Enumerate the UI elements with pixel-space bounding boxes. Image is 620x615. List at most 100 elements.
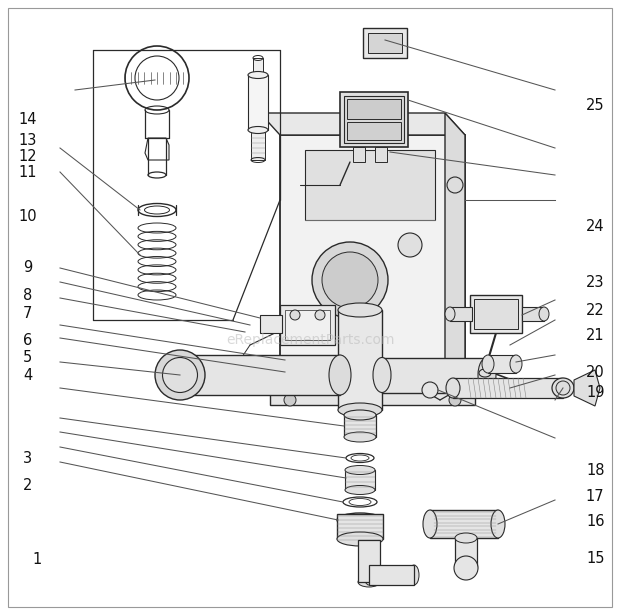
Text: 25: 25 bbox=[586, 98, 604, 113]
Text: 10: 10 bbox=[19, 209, 37, 224]
Bar bbox=[251, 130, 265, 160]
Ellipse shape bbox=[491, 510, 505, 538]
Text: 16: 16 bbox=[586, 514, 604, 529]
Bar bbox=[369, 565, 414, 585]
Bar bbox=[488, 355, 516, 373]
Ellipse shape bbox=[345, 466, 375, 475]
Ellipse shape bbox=[373, 357, 391, 392]
Ellipse shape bbox=[423, 510, 437, 538]
Bar bbox=[345, 470, 375, 490]
Ellipse shape bbox=[455, 563, 477, 573]
Bar bbox=[280, 135, 465, 385]
Circle shape bbox=[322, 252, 378, 308]
Bar bbox=[180, 355, 340, 395]
Bar bbox=[363, 28, 407, 58]
Text: 7: 7 bbox=[23, 306, 33, 321]
Bar bbox=[470, 295, 522, 333]
Bar bbox=[455, 538, 477, 568]
Ellipse shape bbox=[482, 355, 494, 373]
Ellipse shape bbox=[169, 355, 191, 395]
Bar bbox=[344, 415, 376, 437]
Bar bbox=[337, 514, 383, 539]
Ellipse shape bbox=[409, 565, 419, 585]
Ellipse shape bbox=[445, 307, 455, 321]
Text: 23: 23 bbox=[586, 276, 604, 290]
Ellipse shape bbox=[479, 369, 491, 377]
Text: 20: 20 bbox=[586, 365, 604, 379]
Bar bbox=[450, 307, 472, 321]
Circle shape bbox=[312, 242, 388, 318]
Text: 6: 6 bbox=[24, 333, 32, 348]
Bar bbox=[280, 305, 335, 345]
Bar bbox=[368, 33, 402, 53]
Ellipse shape bbox=[510, 355, 522, 373]
Ellipse shape bbox=[248, 71, 268, 79]
Text: 22: 22 bbox=[586, 303, 604, 318]
Bar bbox=[375, 147, 387, 162]
Bar bbox=[353, 147, 365, 162]
Bar bbox=[430, 510, 498, 538]
Bar bbox=[338, 310, 382, 410]
Circle shape bbox=[290, 310, 300, 320]
Ellipse shape bbox=[162, 357, 198, 392]
Text: 8: 8 bbox=[24, 288, 32, 303]
Bar bbox=[270, 375, 475, 405]
Ellipse shape bbox=[344, 410, 376, 420]
Bar bbox=[382, 358, 487, 393]
Circle shape bbox=[398, 233, 422, 257]
Text: 1: 1 bbox=[33, 552, 42, 567]
Circle shape bbox=[449, 394, 461, 406]
Text: 4: 4 bbox=[24, 368, 32, 383]
Bar bbox=[253, 58, 263, 75]
Polygon shape bbox=[445, 113, 465, 385]
Text: 18: 18 bbox=[586, 463, 604, 478]
Bar bbox=[344, 96, 404, 143]
Bar bbox=[347, 99, 401, 119]
Ellipse shape bbox=[556, 381, 570, 395]
Bar bbox=[248, 75, 268, 130]
Bar bbox=[305, 150, 435, 220]
Ellipse shape bbox=[455, 533, 477, 543]
Polygon shape bbox=[574, 370, 600, 406]
Ellipse shape bbox=[358, 577, 380, 587]
Text: 19: 19 bbox=[586, 385, 604, 400]
Circle shape bbox=[284, 394, 296, 406]
Ellipse shape bbox=[337, 532, 383, 546]
Ellipse shape bbox=[337, 513, 383, 527]
Text: 12: 12 bbox=[19, 149, 37, 164]
Ellipse shape bbox=[539, 307, 549, 321]
Bar bbox=[260, 315, 282, 333]
Polygon shape bbox=[260, 113, 465, 135]
Text: 9: 9 bbox=[24, 260, 32, 275]
Ellipse shape bbox=[344, 432, 376, 442]
Ellipse shape bbox=[248, 127, 268, 133]
Text: 2: 2 bbox=[23, 478, 33, 493]
Text: 3: 3 bbox=[24, 451, 32, 466]
Bar bbox=[340, 92, 408, 147]
Ellipse shape bbox=[364, 565, 374, 585]
Ellipse shape bbox=[446, 378, 460, 398]
Bar bbox=[347, 122, 401, 140]
Circle shape bbox=[315, 310, 325, 320]
Circle shape bbox=[422, 382, 438, 398]
Bar bbox=[285, 310, 330, 340]
Text: 14: 14 bbox=[19, 113, 37, 127]
Ellipse shape bbox=[338, 303, 382, 317]
Ellipse shape bbox=[155, 350, 205, 400]
Bar bbox=[453, 378, 563, 398]
Circle shape bbox=[447, 177, 463, 193]
Circle shape bbox=[454, 556, 478, 580]
Text: 21: 21 bbox=[586, 328, 604, 343]
Text: 13: 13 bbox=[19, 133, 37, 148]
Text: 15: 15 bbox=[586, 551, 604, 566]
Ellipse shape bbox=[345, 485, 375, 494]
Ellipse shape bbox=[478, 357, 496, 392]
Text: 17: 17 bbox=[586, 490, 604, 504]
Text: 5: 5 bbox=[24, 351, 32, 365]
Text: 11: 11 bbox=[19, 165, 37, 180]
Bar bbox=[474, 299, 518, 329]
Bar bbox=[522, 307, 544, 321]
Ellipse shape bbox=[338, 403, 382, 417]
Text: eReplacementParts.com: eReplacementParts.com bbox=[226, 333, 394, 347]
Ellipse shape bbox=[552, 378, 574, 398]
